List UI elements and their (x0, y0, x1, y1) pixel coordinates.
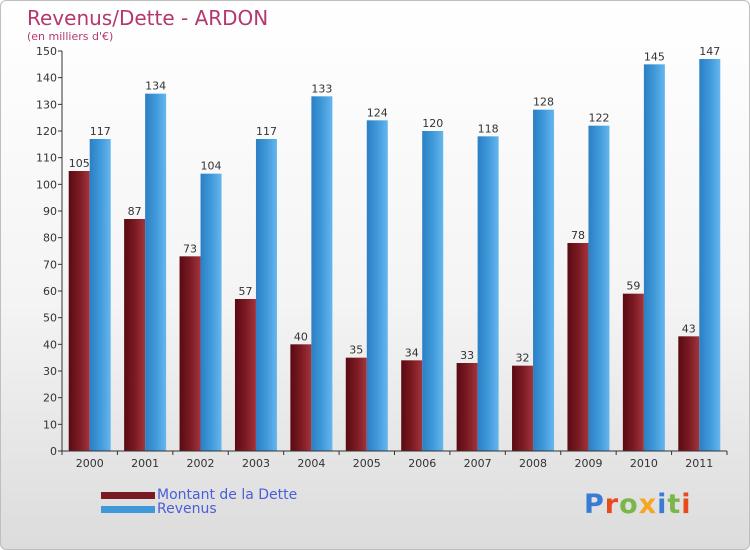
y-tick-label: 140 (36, 72, 57, 85)
dette-bar (456, 363, 478, 451)
x-tick-label: 2007 (464, 457, 492, 470)
revenus-bar (311, 96, 333, 451)
dette-bar (401, 360, 423, 451)
revenus-bar (533, 109, 555, 452)
y-tick-label: 30 (43, 365, 57, 378)
data-label: 124 (367, 106, 388, 119)
dette-bar (567, 243, 589, 451)
legend-label-dette: Montant de la Dette (157, 487, 298, 503)
data-label: 57 (238, 285, 252, 298)
y-tick-label: 10 (43, 418, 57, 431)
data-label: 117 (256, 125, 277, 138)
data-label: 117 (90, 125, 111, 138)
logo-letter: o (619, 489, 639, 520)
dette-bar (179, 256, 201, 451)
data-label: 133 (311, 82, 332, 95)
legend-swatch-dette (101, 491, 155, 499)
x-tick-label: 2005 (353, 457, 381, 470)
dette-bar (234, 299, 256, 451)
data-label: 33 (460, 349, 474, 362)
dette-bar (68, 171, 90, 451)
x-tick-label: 2010 (630, 457, 658, 470)
y-tick-label: 120 (36, 125, 57, 138)
y-tick-label: 80 (43, 232, 57, 245)
data-label: 120 (422, 117, 443, 130)
logo-letter: i (657, 489, 668, 520)
data-label: 105 (69, 157, 90, 170)
data-label: 34 (405, 346, 419, 359)
revenus-bar (366, 120, 388, 451)
legend-item-dette: Montant de la Dette (101, 487, 297, 503)
data-label: 104 (201, 160, 222, 173)
legend-swatch-revenus (101, 505, 155, 513)
data-label: 134 (145, 80, 166, 93)
logo-letter: P (584, 489, 605, 520)
revenus-bar (145, 93, 167, 452)
y-tick-label: 90 (43, 205, 57, 218)
revenus-bar (89, 139, 111, 451)
logo-letter: r (604, 489, 620, 520)
y-tick-label: 150 (36, 45, 57, 58)
chart-title: Revenus/Dette - ARDON (27, 6, 269, 30)
revenus-bar (588, 125, 610, 452)
x-tick-label: 2000 (76, 457, 104, 470)
data-label: 122 (588, 112, 609, 125)
x-tick-label: 2009 (574, 457, 602, 470)
x-tick-label: 2008 (519, 457, 547, 470)
revenus-bar (255, 139, 277, 451)
revenus-bar (699, 59, 721, 451)
revenus-bar (200, 173, 222, 451)
y-tick-label: 70 (43, 258, 57, 271)
data-label: 43 (682, 322, 696, 335)
x-tick-label: 2001 (131, 457, 159, 470)
y-tick-label: 20 (43, 392, 57, 405)
x-tick-label: 2003 (242, 457, 270, 470)
dette-bar (124, 219, 146, 451)
revenus-bar (643, 64, 665, 452)
dette-bar (512, 365, 534, 451)
dette-bar (345, 357, 367, 451)
y-tick-label: 40 (43, 338, 57, 351)
proxiti-logo: Proxiti (584, 489, 692, 520)
data-label: 32 (516, 352, 530, 365)
x-tick-label: 2011 (685, 457, 713, 470)
data-label: 73 (183, 242, 197, 255)
data-label: 128 (533, 96, 554, 109)
x-tick-label: 2004 (297, 457, 325, 470)
data-label: 118 (478, 122, 499, 135)
x-tick-label: 2002 (187, 457, 215, 470)
data-label: 78 (571, 229, 585, 242)
revenus-bar (422, 131, 444, 451)
data-label: 147 (699, 45, 720, 58)
y-tick-label: 100 (36, 178, 57, 191)
x-tick-label: 2006 (408, 457, 436, 470)
logo-letter: t (667, 489, 682, 520)
chart-subtitle: (en milliers d'€) (27, 30, 114, 43)
y-tick-label: 110 (36, 152, 57, 165)
dette-bar (622, 293, 644, 451)
legend-label-revenus: Revenus (157, 501, 217, 517)
data-label: 59 (626, 280, 640, 293)
y-tick-label: 130 (36, 98, 57, 111)
data-label: 40 (294, 330, 308, 343)
dette-bar (678, 336, 700, 451)
data-label: 35 (349, 344, 363, 357)
legend-item-revenus: Revenus (101, 501, 217, 517)
dette-bar (290, 344, 312, 451)
y-tick-label: 60 (43, 285, 57, 298)
logo-letter: i (681, 489, 692, 520)
data-label: 87 (128, 205, 142, 218)
y-tick-label: 50 (43, 312, 57, 325)
data-label: 145 (644, 50, 665, 63)
y-tick-label: 0 (50, 445, 57, 458)
revenus-bar (477, 136, 499, 452)
logo-letter: x (638, 489, 658, 520)
